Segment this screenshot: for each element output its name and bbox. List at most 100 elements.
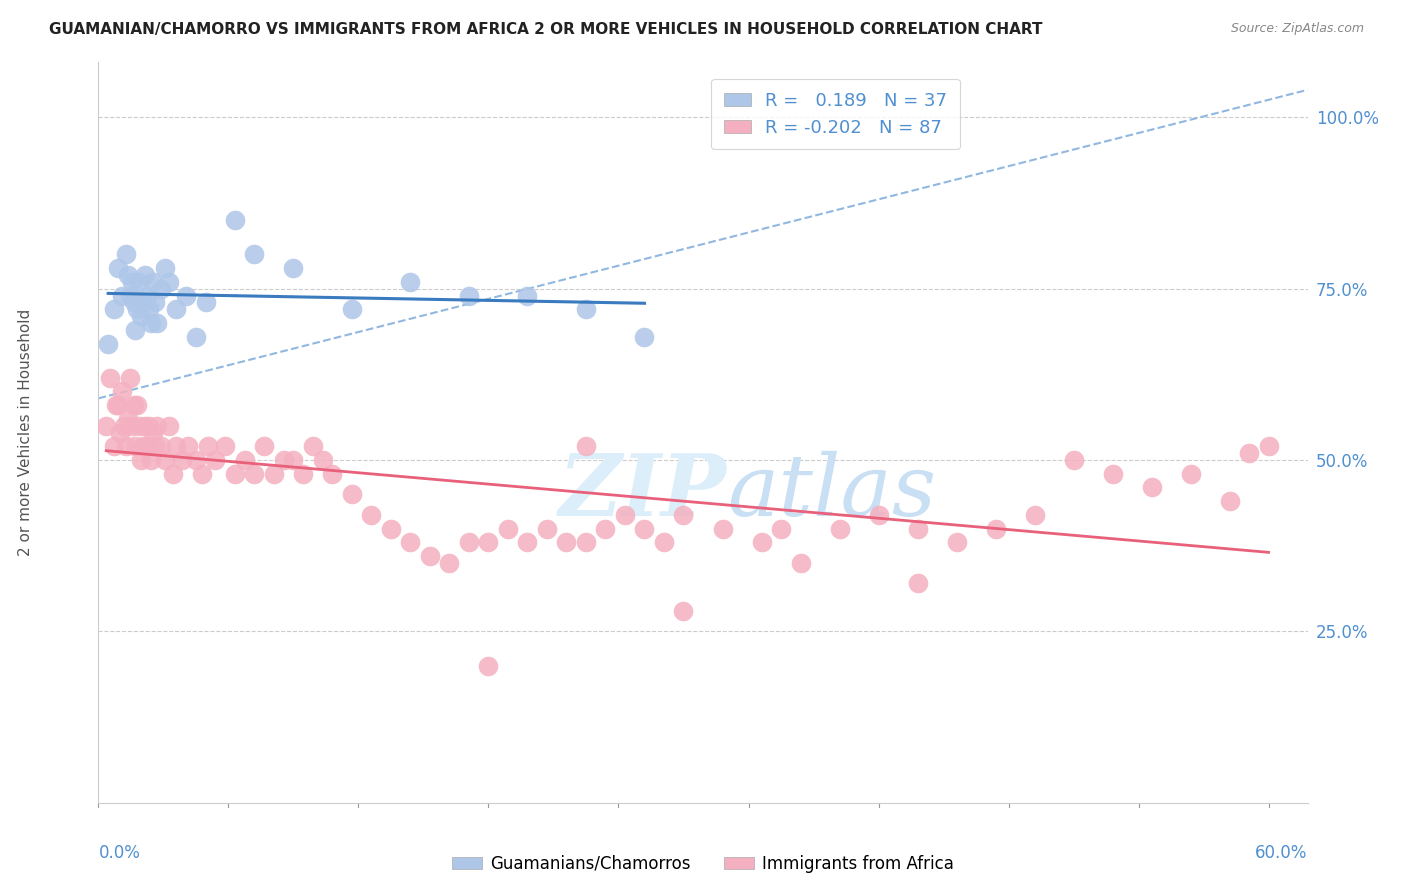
Point [131, 453, 153, 467]
Point [139, 453, 162, 467]
Point [111, 384, 134, 399]
Point [132, 439, 155, 453]
Point [1063, 453, 1085, 467]
Point [575, 302, 598, 317]
Point [184, 453, 207, 467]
Point [97, 336, 120, 351]
Point [184, 329, 207, 343]
Point [516, 535, 538, 549]
Point [146, 316, 169, 330]
Point [477, 535, 499, 549]
Point [340, 487, 363, 501]
Point [165, 439, 187, 453]
Point [399, 275, 422, 289]
Point [633, 329, 655, 343]
Point [118, 371, 141, 385]
Point [633, 522, 655, 536]
Point [134, 268, 156, 282]
Point [143, 439, 166, 453]
Point [121, 275, 143, 289]
Point [224, 213, 246, 227]
Point [191, 467, 214, 481]
Point [157, 275, 180, 289]
Point [128, 275, 150, 289]
Point [122, 398, 145, 412]
Point [1237, 446, 1260, 460]
Point [1180, 467, 1202, 481]
Point [121, 418, 143, 433]
Point [575, 535, 598, 549]
Point [380, 522, 402, 536]
Point [1140, 480, 1163, 494]
Point [127, 398, 149, 412]
Point [458, 288, 481, 302]
Point [122, 295, 145, 310]
Point [555, 535, 578, 549]
Point [263, 467, 285, 481]
Point [143, 295, 166, 310]
Text: 2 or more Vehicles in Household: 2 or more Vehicles in Household [18, 309, 34, 557]
Point [124, 439, 146, 453]
Point [945, 535, 967, 549]
Point [253, 439, 276, 453]
Point [204, 453, 226, 467]
Point [292, 467, 315, 481]
Point [165, 302, 187, 317]
Text: 60.0%: 60.0% [1256, 844, 1308, 862]
Point [118, 288, 141, 302]
Point [312, 453, 335, 467]
Point [399, 535, 422, 549]
Point [162, 467, 184, 481]
Point [146, 418, 169, 433]
Point [177, 439, 200, 453]
Point [360, 508, 382, 522]
Text: atlas: atlas [727, 450, 936, 533]
Point [194, 295, 217, 310]
Point [984, 522, 1007, 536]
Point [419, 549, 441, 563]
Point [1024, 508, 1046, 522]
Point [751, 535, 773, 549]
Point [614, 508, 637, 522]
Point [136, 439, 159, 453]
Point [868, 508, 890, 522]
Point [142, 275, 165, 289]
Point [114, 439, 136, 453]
Legend: R =   0.189   N = 37, R = -0.202   N = 87: R = 0.189 N = 37, R = -0.202 N = 87 [711, 78, 960, 149]
Point [96, 418, 118, 433]
Point [114, 247, 136, 261]
Point [302, 439, 325, 453]
Point [128, 418, 150, 433]
Point [458, 535, 481, 549]
Point [103, 439, 125, 453]
Point [321, 467, 343, 481]
Point [103, 302, 125, 317]
Point [107, 398, 129, 412]
Point [711, 522, 734, 536]
Point [112, 418, 135, 433]
Point [1101, 467, 1123, 481]
Point [477, 658, 499, 673]
Point [138, 302, 160, 317]
Point [153, 261, 176, 276]
Point [907, 522, 929, 536]
Point [174, 288, 197, 302]
Text: Source: ZipAtlas.com: Source: ZipAtlas.com [1230, 22, 1364, 36]
Point [142, 425, 165, 440]
Point [828, 522, 851, 536]
Point [138, 418, 160, 433]
Point [789, 556, 811, 570]
Point [124, 323, 146, 337]
Point [117, 412, 139, 426]
Point [595, 522, 617, 536]
Point [536, 522, 558, 536]
Point [243, 467, 266, 481]
Point [283, 453, 305, 467]
Point [769, 522, 792, 536]
Point [575, 439, 598, 453]
Text: GUAMANIAN/CHAMORRO VS IMMIGRANTS FROM AFRICA 2 OR MORE VEHICLES IN HOUSEHOLD COR: GUAMANIAN/CHAMORRO VS IMMIGRANTS FROM AF… [49, 22, 1043, 37]
Text: ZIP: ZIP [560, 450, 727, 533]
Point [672, 604, 695, 618]
Point [149, 282, 172, 296]
Point [439, 556, 461, 570]
